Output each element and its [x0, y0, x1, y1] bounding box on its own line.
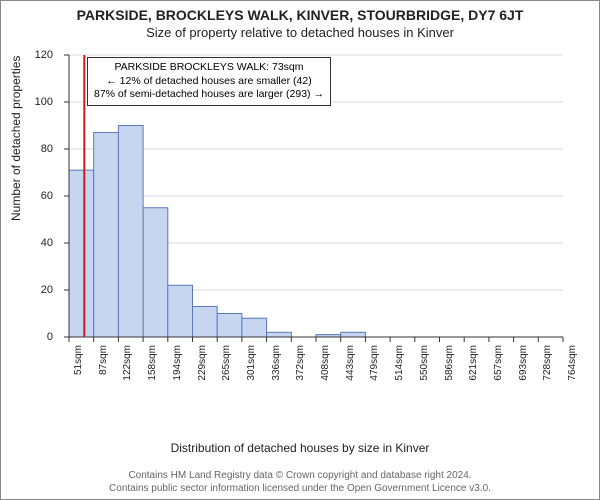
histogram-bar: [341, 332, 366, 337]
x-tick-label: 657sqm: [493, 345, 504, 395]
chart-container: PARKSIDE, BROCKLEYS WALK, KINVER, STOURB…: [0, 0, 600, 500]
x-tick-label: 194sqm: [172, 345, 183, 395]
histogram-bar: [143, 208, 168, 337]
x-tick-label: 550sqm: [419, 345, 430, 395]
x-tick-label: 372sqm: [295, 345, 306, 395]
x-tick-label: 51sqm: [73, 345, 84, 395]
y-tick-label: 20: [23, 284, 53, 296]
x-tick-label: 621sqm: [468, 345, 479, 395]
x-tick-label: 158sqm: [147, 345, 158, 395]
x-tick-label: 586sqm: [444, 345, 455, 395]
histogram-bar: [118, 126, 143, 338]
histogram-bar: [69, 170, 94, 337]
y-tick-label: 0: [23, 331, 53, 343]
title-main: PARKSIDE, BROCKLEYS WALK, KINVER, STOURB…: [1, 1, 599, 23]
x-tick-label: 408sqm: [320, 345, 331, 395]
y-tick-label: 120: [23, 49, 53, 61]
footer-line1: Contains HM Land Registry data © Crown c…: [1, 470, 599, 483]
annotation-line1: PARKSIDE BROCKLEYS WALK: 73sqm: [94, 61, 324, 75]
annotation-line3: 87% of semi-detached houses are larger (…: [94, 88, 324, 102]
x-tick-label: 443sqm: [345, 345, 356, 395]
histogram-bar: [193, 306, 218, 337]
x-tick-label: 229sqm: [197, 345, 208, 395]
footer-line2: Contains public sector information licen…: [1, 483, 599, 496]
y-tick-label: 80: [23, 143, 53, 155]
histogram-bar: [168, 285, 193, 337]
x-tick-label: 728sqm: [542, 345, 553, 395]
histogram-bar: [267, 332, 292, 337]
y-tick-label: 100: [23, 96, 53, 108]
x-tick-label: 693sqm: [518, 345, 529, 395]
plot-area: 020406080100120 51sqm87sqm122sqm158sqm19…: [61, 51, 571, 391]
y-tick-label: 60: [23, 190, 53, 202]
annotation-box: PARKSIDE BROCKLEYS WALK: 73sqm ← 12% of …: [87, 57, 331, 106]
histogram-bar: [242, 318, 267, 337]
x-tick-label: 265sqm: [221, 345, 232, 395]
x-tick-label: 764sqm: [567, 345, 578, 395]
x-tick-label: 122sqm: [122, 345, 133, 395]
y-tick-label: 40: [23, 237, 53, 249]
footer: Contains HM Land Registry data © Crown c…: [1, 470, 599, 495]
x-tick-label: 87sqm: [98, 345, 109, 395]
y-axis-label: Number of detached properties: [9, 56, 23, 221]
x-axis-label: Distribution of detached houses by size …: [1, 441, 599, 455]
annotation-line2: ← 12% of detached houses are smaller (42…: [94, 75, 324, 89]
histogram-bar: [94, 133, 119, 337]
histogram-bar: [217, 314, 242, 338]
title-sub: Size of property relative to detached ho…: [1, 23, 599, 40]
x-tick-label: 479sqm: [369, 345, 380, 395]
x-tick-label: 336sqm: [271, 345, 282, 395]
x-tick-label: 301sqm: [246, 345, 257, 395]
x-tick-label: 514sqm: [394, 345, 405, 395]
